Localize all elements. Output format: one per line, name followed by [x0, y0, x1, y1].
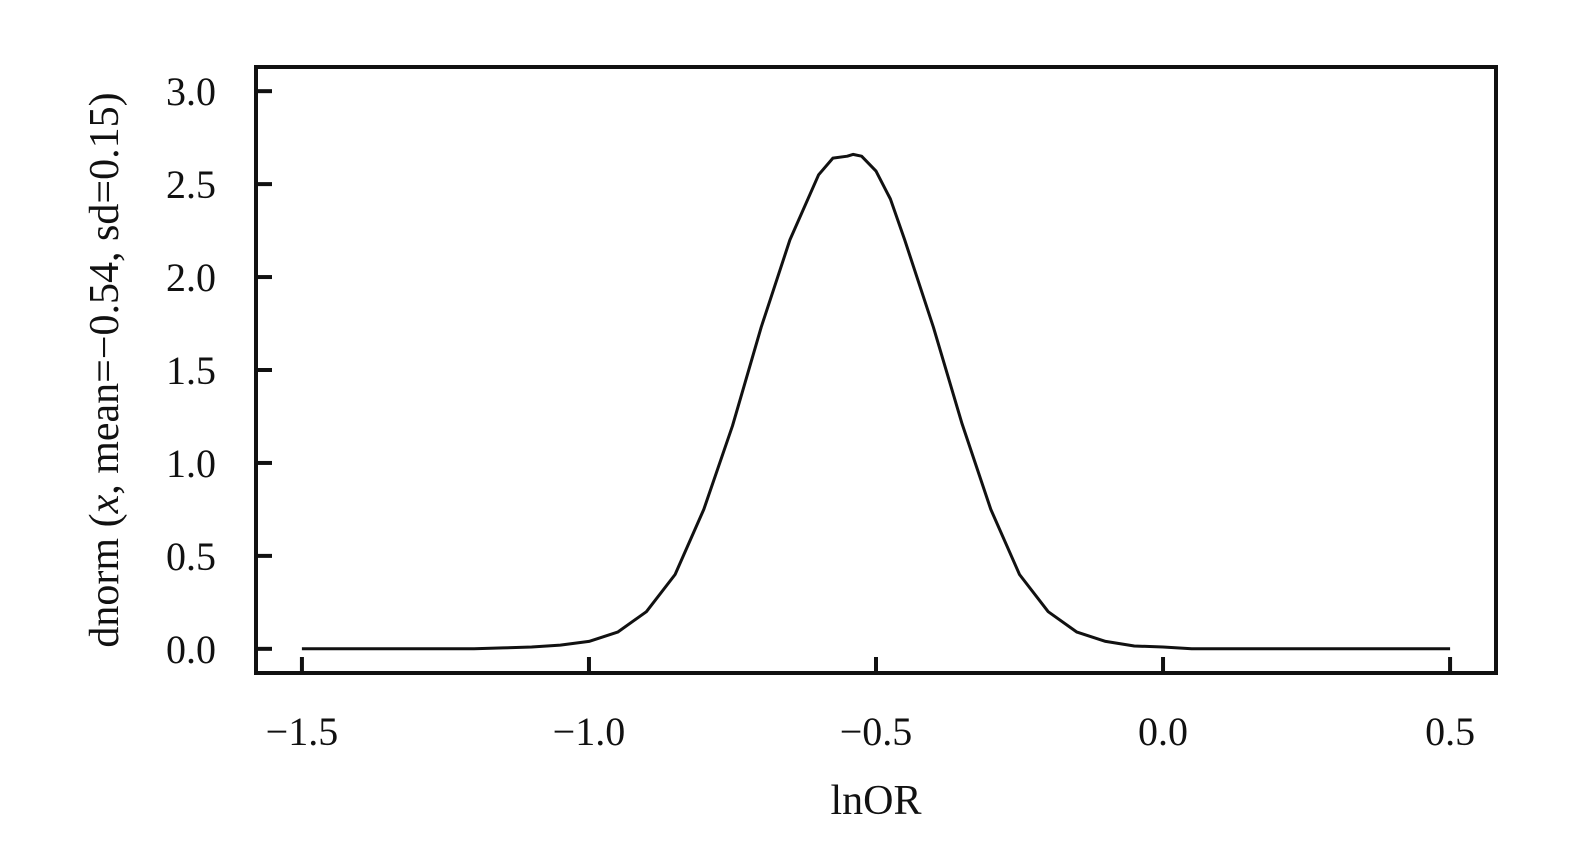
x-tick-label: −1.5: [266, 709, 339, 754]
x-tick-label: 0.0: [1138, 709, 1188, 754]
y-tick-label: 2.5: [166, 162, 216, 207]
y-tick-label: 0.5: [166, 534, 216, 579]
x-axis-ticks: −1.5 −1.0 −0.5 0.0 0.5: [266, 657, 1475, 754]
density-curve: [301, 152, 1451, 651]
y-tick-label: 3.0: [166, 69, 216, 114]
y-axis-ticks: 0.0 0.5 1.0 1.5 2.0 2.5 3.0: [166, 69, 272, 672]
y-tick-label: 1.5: [166, 348, 216, 393]
x-axis-label: lnOR: [830, 778, 921, 824]
plot-frame: [254, 65, 1498, 675]
y-tick-label: 1.0: [166, 441, 216, 486]
x-tick-label: −1.0: [553, 709, 626, 754]
x-tick-label: 0.5: [1425, 709, 1475, 754]
y-tick-label: 0.0: [166, 627, 216, 672]
y-tick-label: 2.0: [166, 255, 216, 300]
y-axis-label: dnorm (x, mean=−0.54, sd=0.15): [82, 92, 128, 647]
x-tick-label: −0.5: [840, 709, 913, 754]
